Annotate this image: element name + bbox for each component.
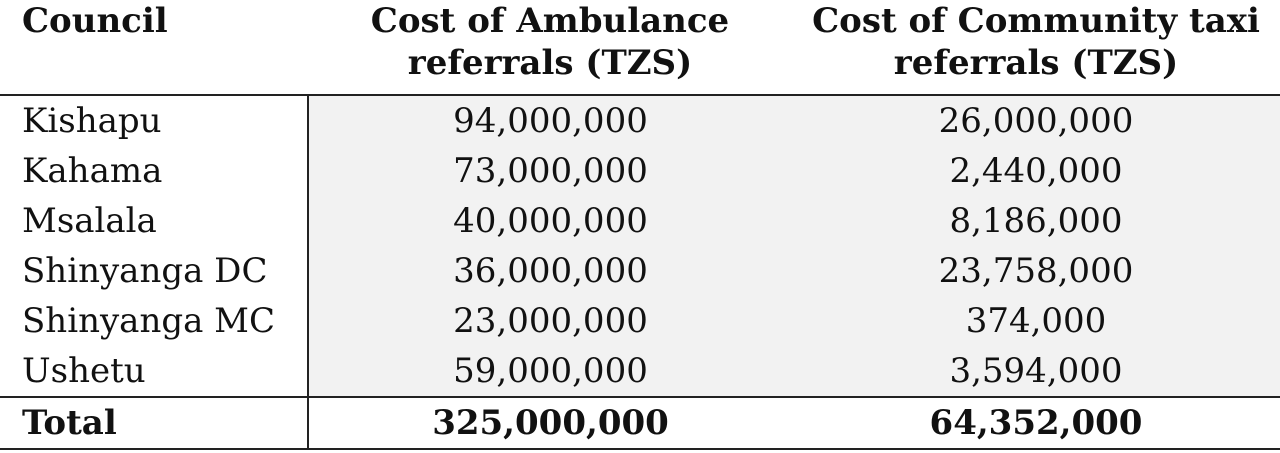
- council-cell: Kishapu: [0, 95, 309, 146]
- table-row: Kishapu 94,000,000 26,000,000: [0, 95, 1280, 146]
- ambulance-cost-cell: 73,000,000: [308, 146, 792, 196]
- ambulance-cost-cell: 59,000,000: [308, 346, 792, 397]
- table-row: Kahama 73,000,000 2,440,000: [0, 146, 1280, 196]
- table-body: Kishapu 94,000,000 26,000,000 Kahama 73,…: [0, 95, 1280, 450]
- taxi-cost-cell: 8,186,000: [792, 196, 1280, 246]
- taxi-cost-cell: 374,000: [792, 296, 1280, 346]
- ambulance-cost-cell: 94,000,000: [308, 95, 792, 146]
- council-cell: Shinyanga DC: [0, 246, 309, 296]
- ambulance-cost-cell: 23,000,000: [308, 296, 792, 346]
- taxi-cost-cell: 3,594,000: [792, 346, 1280, 397]
- taxi-cost-cell: 2,440,000: [792, 146, 1280, 196]
- table-row: Shinyanga DC 36,000,000 23,758,000: [0, 246, 1280, 296]
- taxi-cost-cell: 26,000,000: [792, 95, 1280, 146]
- council-cell: Kahama: [0, 146, 309, 196]
- council-cell: Msalala: [0, 196, 309, 246]
- table-row: Msalala 40,000,000 8,186,000: [0, 196, 1280, 246]
- column-header-ambulance-cost: Cost of Ambulance referrals (TZS): [308, 0, 792, 96]
- ambulance-cost-cell: 40,000,000: [308, 196, 792, 246]
- council-cell: Shinyanga MC: [0, 296, 309, 346]
- council-cell: Ushetu: [0, 346, 309, 397]
- table-row: Ushetu 59,000,000 3,594,000: [0, 346, 1280, 397]
- total-row: Total 325,000,000 64,352,000: [0, 396, 1280, 450]
- header-row: Council Cost of Ambulance referrals (TZS…: [0, 0, 1280, 96]
- column-header-taxi-cost: Cost of Community taxi referrals (TZS): [792, 0, 1280, 96]
- table-header: Council Cost of Ambulance referrals (TZS…: [0, 0, 1280, 96]
- total-taxi-cost: 64,352,000: [792, 396, 1280, 450]
- table-row: Shinyanga MC 23,000,000 374,000: [0, 296, 1280, 346]
- column-header-council: Council: [0, 0, 308, 96]
- taxi-cost-cell: 23,758,000: [792, 246, 1280, 296]
- ambulance-cost-cell: 36,000,000: [308, 246, 792, 296]
- total-label: Total: [0, 396, 309, 450]
- total-ambulance-cost: 325,000,000: [308, 396, 792, 450]
